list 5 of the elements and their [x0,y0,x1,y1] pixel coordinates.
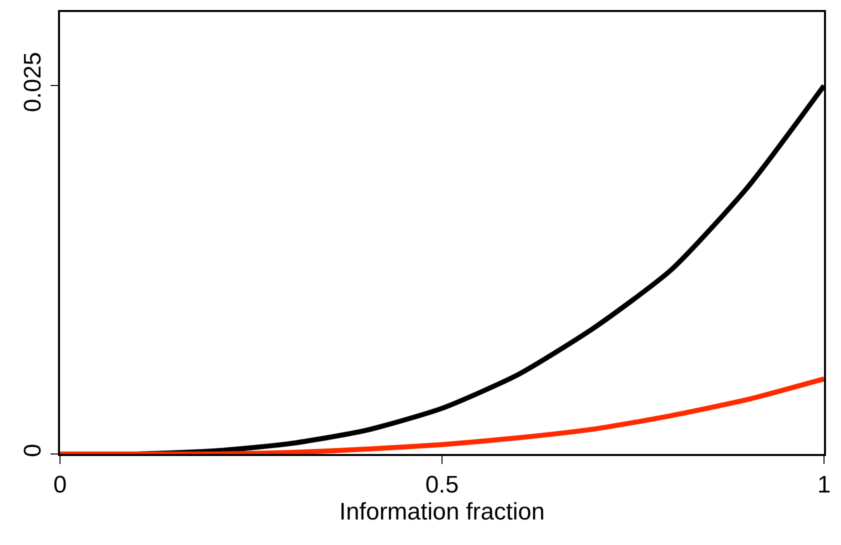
x-tick-label: 0 [53,472,67,499]
y-tick-label: 0.025 [20,52,47,112]
x-tick-label: 1 [817,472,831,499]
x-tick-label: 0.5 [425,472,459,499]
x-axis-title: Information fraction [339,498,545,526]
